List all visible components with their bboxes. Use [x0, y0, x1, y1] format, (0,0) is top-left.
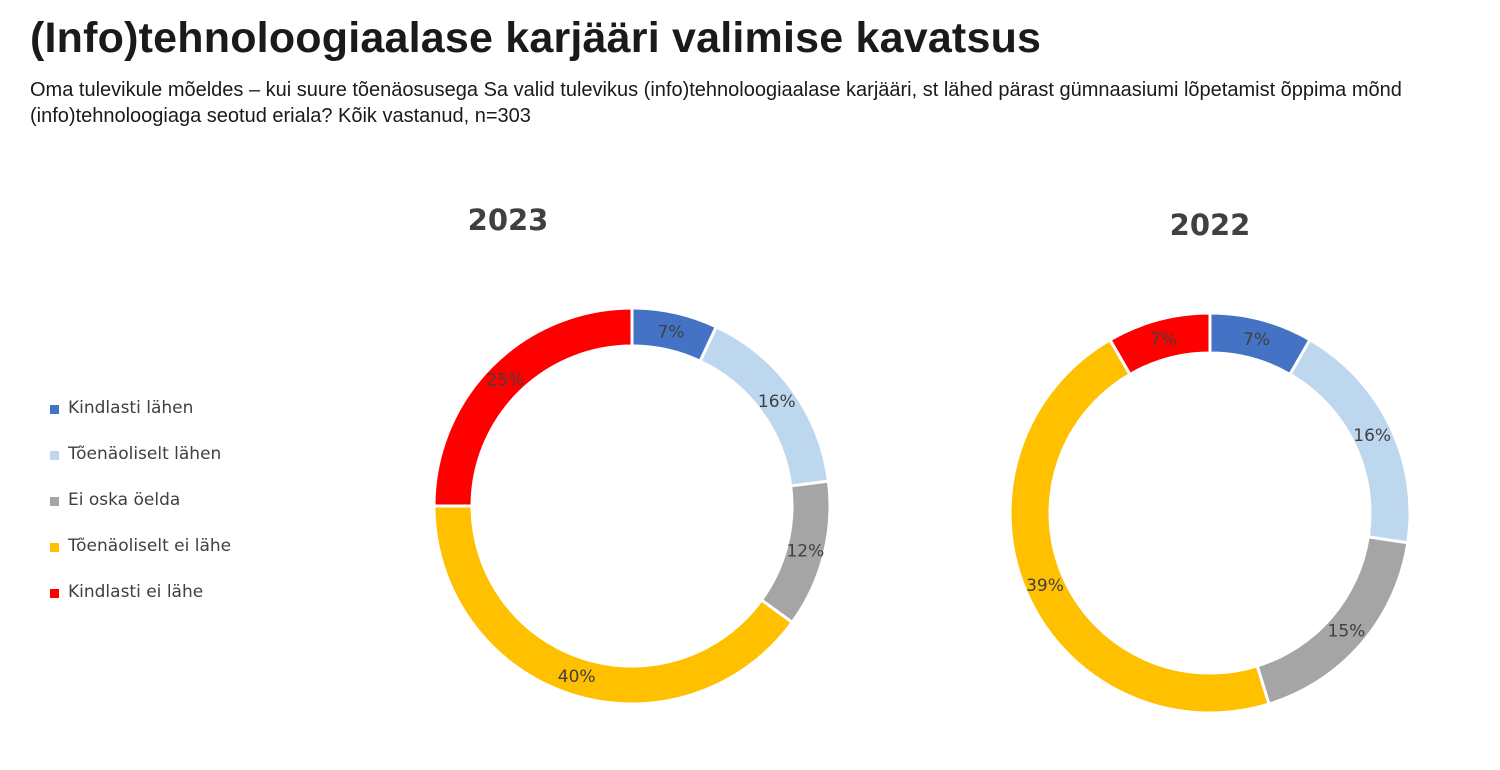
slice-label: 39% — [1026, 576, 1064, 596]
legend-item-toenaoliselt-ei-lahe: Tõenäoliselt ei lähe — [50, 536, 231, 582]
legend-swatch — [50, 497, 59, 506]
slice-label: 12% — [786, 542, 824, 562]
donut-chart-2022: 2022 7% 16% 15% 39% 7% — [1008, 208, 1412, 715]
legend-swatch — [50, 451, 59, 460]
legend-label: Tõenäoliselt lähen — [68, 444, 222, 464]
legend-item-kindlasti-ei-lahe: Kindlasti ei lähe — [50, 582, 231, 628]
slice-label: 25% — [487, 370, 525, 390]
page-title: (Info)tehnoloogiaalase karjääri valimise… — [30, 14, 1042, 62]
donut-slice — [1008, 337, 1271, 715]
slice-label: 7% — [1150, 330, 1177, 350]
slice-label: 7% — [1243, 330, 1270, 350]
slice-label: 16% — [1353, 426, 1391, 446]
legend-item-toenaoliselt-lahen: Tõenäoliselt lähen — [50, 444, 231, 490]
slice-label: 7% — [658, 322, 685, 342]
chart-title: 2022 — [1170, 208, 1251, 242]
legend-swatch — [50, 543, 59, 552]
slice-label: 15% — [1328, 621, 1366, 641]
chart-legend: Kindlasti lähen Tõenäoliselt lähen Ei os… — [50, 398, 231, 628]
legend-item-kindlasti-lahen: Kindlasti lähen — [50, 398, 231, 444]
slice-label: 40% — [558, 667, 596, 687]
donut-slice — [1107, 311, 1212, 377]
donut-slice — [432, 504, 795, 706]
legend-swatch — [50, 405, 59, 414]
slice-label: 16% — [758, 392, 796, 412]
donut-slice — [432, 306, 634, 508]
legend-label: Tõenäoliselt ei lähe — [68, 536, 232, 556]
legend-swatch — [50, 589, 59, 598]
chart-title: 2023 — [468, 203, 549, 237]
legend-label: Kindlasti ei lähe — [68, 582, 204, 602]
legend-label: Kindlasti lähen — [68, 398, 194, 418]
donut-chart-2023: 2023 7% 16% 12% 40% 25% — [432, 203, 832, 706]
donut-slice — [1287, 337, 1412, 545]
legend-item-ei-oska-oelda: Ei oska öelda — [50, 490, 231, 536]
page-subtitle: Oma tulevikule mõeldes – kui suure tõenä… — [30, 79, 1402, 127]
legend-label: Ei oska öelda — [68, 490, 181, 510]
